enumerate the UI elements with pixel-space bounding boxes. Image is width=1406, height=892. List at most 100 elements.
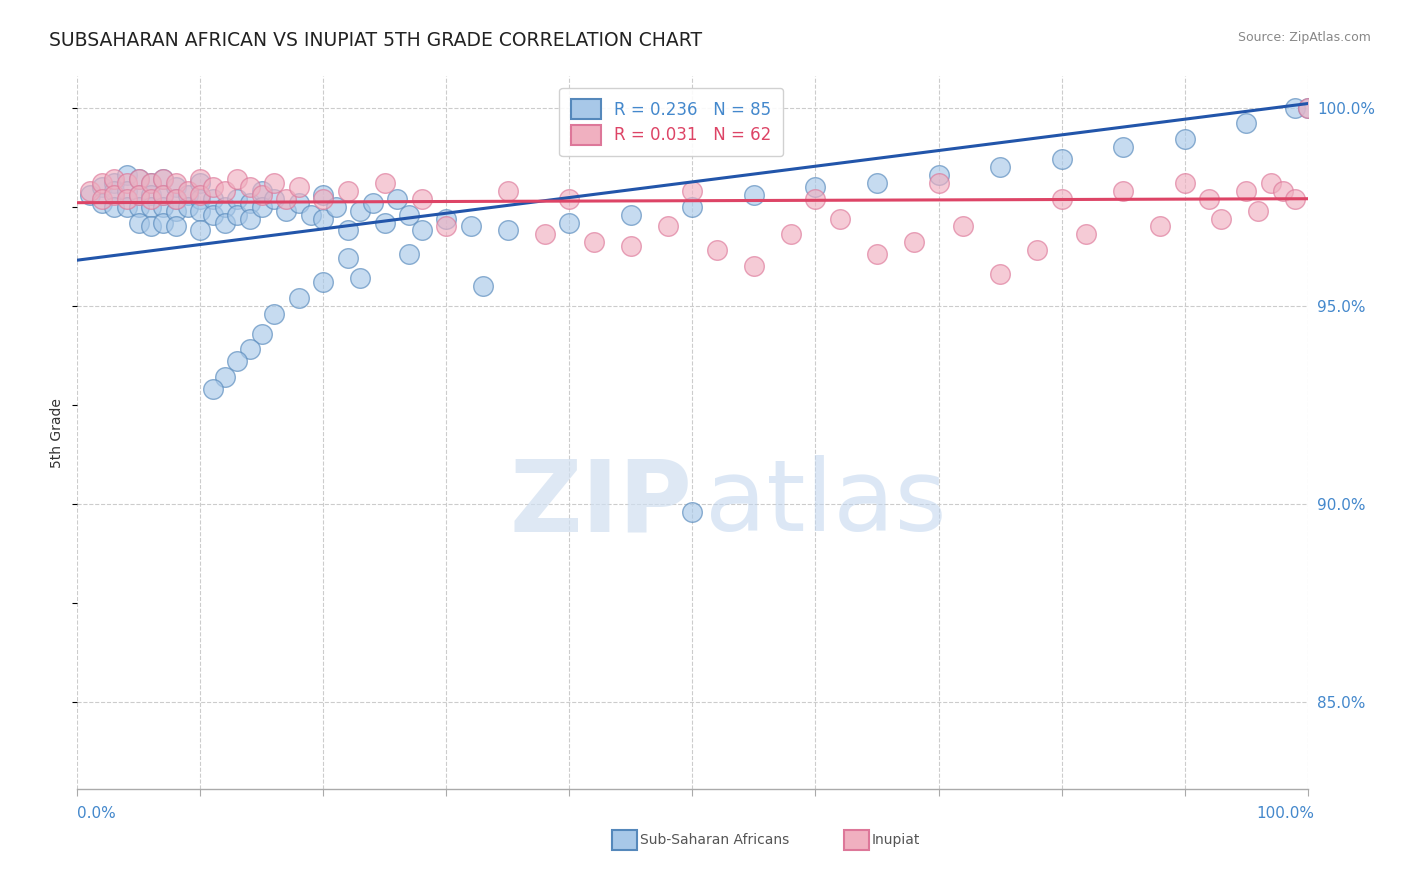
Point xyxy=(263,176,285,190)
Point xyxy=(288,195,311,210)
Point xyxy=(349,271,371,285)
Text: Inupiat: Inupiat xyxy=(872,833,920,847)
Point xyxy=(226,354,249,368)
Point xyxy=(226,192,249,206)
Point xyxy=(214,200,236,214)
Point xyxy=(190,187,212,202)
Point xyxy=(325,200,347,214)
Point xyxy=(1247,203,1270,218)
Point xyxy=(312,275,335,289)
Point xyxy=(830,211,852,226)
Point xyxy=(1211,211,1233,226)
Point xyxy=(165,176,187,190)
Point xyxy=(374,176,396,190)
Point xyxy=(682,200,704,214)
Point xyxy=(115,192,138,206)
Point xyxy=(1198,192,1220,206)
Point xyxy=(558,215,581,229)
Point xyxy=(90,192,114,206)
Text: 100.0%: 100.0% xyxy=(1257,806,1315,821)
Point xyxy=(177,187,200,202)
Point xyxy=(128,172,150,186)
Point xyxy=(928,176,950,190)
Point xyxy=(312,187,335,202)
Text: ZIP: ZIP xyxy=(509,456,693,552)
Point xyxy=(1260,176,1282,190)
Point xyxy=(1272,184,1295,198)
Point xyxy=(214,184,236,198)
Point xyxy=(128,215,150,229)
Point xyxy=(1112,184,1135,198)
Point xyxy=(804,179,827,194)
Point xyxy=(1149,219,1171,234)
Point xyxy=(177,184,200,198)
Point xyxy=(1174,132,1197,146)
Point xyxy=(361,195,384,210)
Point xyxy=(115,184,138,198)
Point xyxy=(337,251,360,265)
Point xyxy=(190,203,212,218)
Point xyxy=(201,208,224,222)
Point xyxy=(276,203,298,218)
Point xyxy=(1112,140,1135,154)
Point xyxy=(288,291,311,305)
Point xyxy=(152,187,174,202)
Point xyxy=(866,176,889,190)
Point xyxy=(128,187,150,202)
Point xyxy=(201,179,224,194)
Point xyxy=(387,192,409,206)
Point xyxy=(682,505,704,519)
Point xyxy=(250,200,273,214)
Point xyxy=(239,195,262,210)
Point xyxy=(866,247,889,261)
Point xyxy=(620,239,643,253)
Point xyxy=(190,172,212,186)
Point xyxy=(288,179,311,194)
Point xyxy=(988,267,1011,281)
Point xyxy=(620,208,643,222)
Point xyxy=(190,223,212,237)
Point xyxy=(780,227,803,242)
Point xyxy=(141,200,163,214)
Point xyxy=(128,172,150,186)
Point xyxy=(312,192,335,206)
Point xyxy=(496,184,519,198)
Point xyxy=(165,203,187,218)
Point xyxy=(804,192,827,206)
Legend: R = 0.236   N = 85, R = 0.031   N = 62: R = 0.236 N = 85, R = 0.031 N = 62 xyxy=(560,87,783,156)
Point xyxy=(988,160,1011,174)
Point xyxy=(128,200,150,214)
Point xyxy=(90,195,114,210)
Point xyxy=(141,219,163,234)
Point xyxy=(1296,101,1319,115)
Point xyxy=(152,172,174,186)
Point xyxy=(79,187,101,202)
Text: SUBSAHARAN AFRICAN VS INUPIAT 5TH GRADE CORRELATION CHART: SUBSAHARAN AFRICAN VS INUPIAT 5TH GRADE … xyxy=(49,31,703,50)
Point xyxy=(1284,192,1306,206)
Point xyxy=(460,219,482,234)
Point xyxy=(742,259,765,273)
Point xyxy=(436,219,458,234)
Point xyxy=(583,235,606,250)
Point xyxy=(214,370,236,384)
Point xyxy=(201,382,224,396)
Point xyxy=(952,219,974,234)
Point xyxy=(903,235,925,250)
Point xyxy=(152,172,174,186)
Point xyxy=(103,187,125,202)
Point xyxy=(1076,227,1098,242)
Point xyxy=(103,200,125,214)
Point xyxy=(190,192,212,206)
Point xyxy=(165,192,187,206)
Point xyxy=(436,211,458,226)
Point xyxy=(411,192,433,206)
Point xyxy=(226,208,249,222)
Point xyxy=(496,223,519,237)
Point xyxy=(79,184,101,198)
Point xyxy=(1026,244,1049,258)
Point xyxy=(263,192,285,206)
Text: atlas: atlas xyxy=(704,456,946,552)
Point xyxy=(250,187,273,202)
Point xyxy=(115,168,138,182)
Point xyxy=(337,223,360,237)
